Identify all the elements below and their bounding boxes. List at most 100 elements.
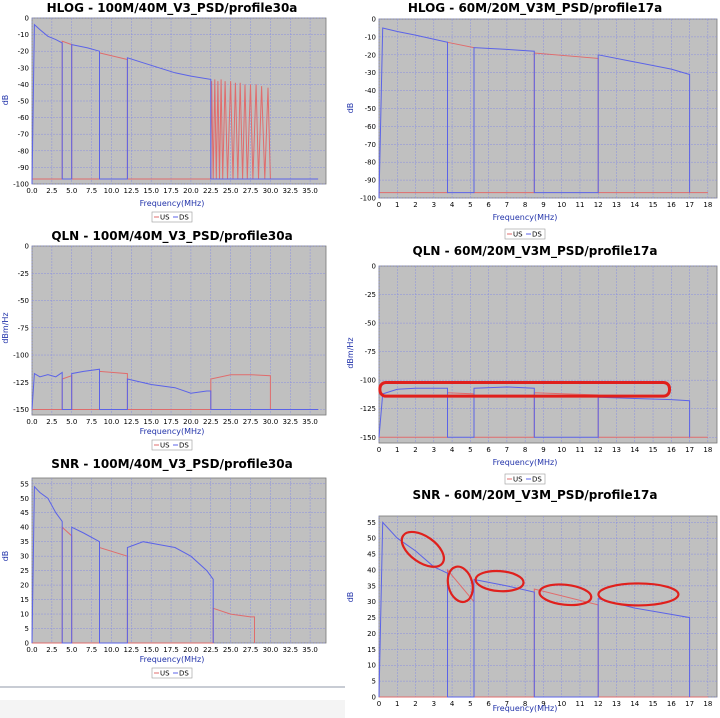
legend-label-ds: DS bbox=[179, 214, 189, 222]
series-line-ds bbox=[31, 368, 319, 410]
x-tick-label: 11 bbox=[576, 446, 585, 454]
x-tick-label: 4 bbox=[450, 446, 455, 454]
y-tick-label: -75 bbox=[18, 324, 29, 332]
x-tick-label: 4 bbox=[450, 700, 455, 708]
x-tick-label: 8 bbox=[523, 700, 527, 708]
x-tick-label: 1 bbox=[395, 201, 399, 209]
x-tick-label: 1 bbox=[395, 446, 399, 454]
bottom-divider bbox=[0, 686, 345, 688]
x-tick-label: 5.0 bbox=[66, 646, 77, 654]
x-tick-label: 18 bbox=[703, 446, 712, 454]
x-tick-label: 25.0 bbox=[223, 187, 239, 195]
x-tick-label: 7.5 bbox=[86, 187, 97, 195]
y-tick-label: -90 bbox=[18, 164, 29, 172]
y-tick-label: 5 bbox=[25, 625, 29, 633]
x-tick-label: 22.5 bbox=[203, 418, 219, 426]
y-tick-label: -125 bbox=[13, 379, 29, 387]
y-axis-label: dB bbox=[346, 592, 355, 603]
y-tick-label: -60 bbox=[18, 114, 29, 122]
chart-title: QLN - 60M/20M_V3M_PSD/profile17a bbox=[413, 244, 658, 259]
x-tick-label: 17.5 bbox=[163, 646, 179, 654]
chart-hlog-a: HLOG - 100M/40M_V3_PSD/profile30a 0.0 2.5 5… bbox=[1, 1, 327, 223]
chart-title: SNR - 60M/20M_V3M_PSD/profile17a bbox=[413, 488, 658, 503]
x-tick-label: 10.0 bbox=[104, 187, 120, 195]
y-tick-label: -50 bbox=[18, 98, 29, 106]
y-axis-label: dB bbox=[346, 103, 355, 114]
y-tick-label: 0 bbox=[25, 15, 29, 23]
y-tick-label: -30 bbox=[365, 69, 376, 77]
legend-label-us: US bbox=[160, 670, 170, 678]
series-line-ds bbox=[31, 23, 319, 185]
x-tick-label: 12 bbox=[594, 201, 603, 209]
legend-box bbox=[504, 228, 546, 240]
y-tick-label: -50 bbox=[365, 105, 376, 113]
x-tick-label: 14 bbox=[630, 700, 639, 708]
x-tick-label: 18 bbox=[703, 201, 712, 209]
x-tick-label: 20.0 bbox=[183, 646, 199, 654]
x-tick-label: 10 bbox=[557, 201, 566, 209]
chart-panel-qln-b: QLN - 60M/20M_V3M_PSD/profile17a 0 1 2 3 4 5 6 7… bbox=[345, 243, 720, 488]
x-axis-label: Frequency(MHz) bbox=[140, 199, 205, 208]
x-tick-label: 30.0 bbox=[263, 646, 279, 654]
x-tick-label: 6 bbox=[486, 446, 491, 454]
y-tick-label: -80 bbox=[365, 159, 376, 167]
legend-label-us: US bbox=[160, 442, 170, 450]
chart-panel-hlog-b: HLOG - 60M/20M_V3M_PSD/profile17a 0 1 2 3 4 5 6… bbox=[345, 0, 720, 245]
x-tick-label: 7.5 bbox=[86, 418, 97, 426]
x-tick-label: 18 bbox=[703, 700, 712, 708]
y-tick-label: 25 bbox=[20, 567, 29, 575]
legend-label-us: US bbox=[513, 476, 523, 484]
y-axis-label: dBm/Hz bbox=[1, 312, 10, 343]
y-axis-label: dB bbox=[1, 95, 10, 106]
x-tick-label: 17 bbox=[685, 446, 694, 454]
legend-label-ds: DS bbox=[179, 670, 189, 678]
y-tick-label: 50 bbox=[367, 535, 376, 543]
y-tick-label: 10 bbox=[20, 611, 29, 619]
x-tick-label: 9 bbox=[541, 201, 545, 209]
y-tick-label: -150 bbox=[13, 406, 29, 414]
legend-label-ds: DS bbox=[532, 476, 542, 484]
series-line-ds bbox=[378, 521, 691, 698]
annotation-ellipse bbox=[597, 582, 680, 607]
y-tick-label: -40 bbox=[365, 87, 376, 95]
x-tick-label: 35.0 bbox=[302, 418, 318, 426]
x-tick-label: 0.0 bbox=[26, 646, 37, 654]
y-tick-label: -50 bbox=[18, 297, 29, 305]
x-tick-label: 0 bbox=[377, 700, 381, 708]
y-tick-label: 40 bbox=[20, 524, 29, 532]
x-tick-label: 12.5 bbox=[124, 187, 140, 195]
x-tick-label: 11 bbox=[576, 201, 585, 209]
y-tick-label: -40 bbox=[18, 81, 29, 89]
x-tick-label: 2.5 bbox=[46, 646, 57, 654]
y-tick-label: 0 bbox=[25, 243, 29, 251]
x-tick-label: 0.0 bbox=[26, 418, 37, 426]
x-tick-label: 17.5 bbox=[163, 418, 179, 426]
chart-snr-a: SNR - 100M/40M_V3_PSD/profile30a 0.0 2.5 5.… bbox=[1, 457, 327, 679]
y-tick-label: -150 bbox=[360, 434, 376, 442]
x-tick-label: 25.0 bbox=[223, 418, 239, 426]
y-tick-label: 55 bbox=[20, 480, 29, 488]
plot-area bbox=[31, 477, 327, 644]
x-tick-label: 17.5 bbox=[163, 187, 179, 195]
y-tick-label: -30 bbox=[18, 64, 29, 72]
y-tick-label: 45 bbox=[20, 509, 29, 517]
x-tick-label: 16 bbox=[667, 700, 676, 708]
y-tick-label: 20 bbox=[20, 582, 29, 590]
y-tick-label: 5 bbox=[372, 678, 376, 686]
x-tick-label: 15 bbox=[649, 700, 658, 708]
legend: US DS bbox=[504, 228, 546, 240]
y-tick-label: 40 bbox=[367, 566, 376, 574]
y-tick-label: -90 bbox=[365, 177, 376, 185]
y-tick-label: 10 bbox=[367, 662, 376, 670]
x-tick-label: 2 bbox=[413, 700, 417, 708]
y-tick-label: 0 bbox=[25, 640, 29, 648]
x-tick-label: 3 bbox=[432, 700, 436, 708]
legend-label-us: US bbox=[513, 231, 523, 239]
x-tick-label: 11 bbox=[576, 700, 585, 708]
chart-panel-snr-a: SNR - 100M/40M_V3_PSD/profile30a 0.0 2.5 5.… bbox=[0, 456, 345, 686]
x-tick-label: 27.5 bbox=[243, 418, 259, 426]
x-tick-label: 17 bbox=[685, 700, 694, 708]
y-tick-label: -100 bbox=[13, 352, 29, 360]
x-tick-label: 10.0 bbox=[104, 418, 120, 426]
